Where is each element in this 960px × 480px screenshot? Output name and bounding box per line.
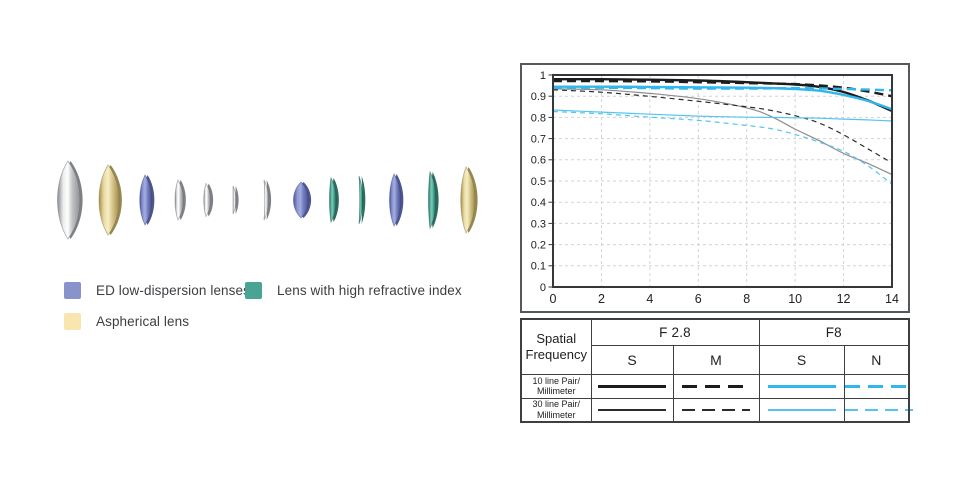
y-tick-label-0.7: 0.7 [531,133,546,145]
lens-element-13 [460,166,476,234]
sample-f8-10lp-n-dashed-cyan [844,384,913,388]
table-corner-label: Spatial Frequency [520,318,592,375]
y-tick-label-0.9: 0.9 [531,91,546,103]
corner-line2: Frequency [525,346,587,362]
x-tick-label-12: 12 [837,292,851,306]
legend-label: Lens with high refractive index [277,283,462,298]
row-label-line1: 10 line Pair/ [532,375,581,386]
sample-f28-10lp-m-dashed-black [682,384,750,388]
y-tick-label-0: 0 [540,282,546,294]
lens-element-4 [174,179,184,221]
y-tick-label-0.2: 0.2 [531,239,546,251]
sample-f28-30lp-s-solid-black [598,408,666,411]
high-refractive-color-swatch [245,282,262,299]
sample-f28-30lp-m-dashed-black [682,408,750,411]
table-row-10lp: 10 line Pair/ Millimeter [520,373,913,399]
subcol-f8-s: S [758,344,845,375]
lens-element-2 [98,164,120,236]
sample-f8-30lp-n-dashed-cyan [844,408,913,411]
mtf-curve-F2.8-30lp-S [552,88,893,176]
sample-f28-10lp-s-solid-black [598,384,666,388]
y-tick-label-1: 1 [540,70,546,82]
legend-label: ED low-dispersion lenses [96,283,250,298]
x-tick-label-14: 14 [885,292,899,306]
y-tick-label-0.1: 0.1 [531,261,546,273]
row-label-30lp: 30 line Pair/ Millimeter [520,397,592,423]
y-tick-label-0.4: 0.4 [531,197,546,209]
corner-line1: Spatial [536,331,577,347]
lens-element-9 [329,176,337,224]
lens-element-8 [293,181,309,219]
y-tick-label-0.3: 0.3 [531,218,546,230]
table-row-30lp: 30 line Pair/ Millimeter [520,397,913,423]
mtf-legend-table-panel: Spatial Frequency F 2.8 F8 S M S N 10 li… [520,318,913,425]
row-label-line2: Millimeter [536,386,576,396]
lens-element-1 [57,160,81,240]
mtf-curve-F8-30lp-S [552,109,893,122]
y-tick-label-0.6: 0.6 [531,155,546,167]
lens-element-10 [358,175,364,225]
mtf-legend-table: Spatial Frequency F 2.8 F8 S M S N 10 li… [520,318,913,423]
lens-element-12 [428,170,437,230]
mtf-curve-F8-30lp-N [552,110,893,185]
y-tick-label-0.8: 0.8 [531,112,546,124]
lens-construction-diagram [57,160,478,240]
lens-element-11 [389,173,402,227]
mtf-curve-F2.8-30lp-M [552,89,893,164]
row-label-line2: Millimeter [536,409,576,420]
row-label-line1: 30 line Pair/ [532,399,581,410]
legend-item-ed-lenses: ED low-dispersion lenses [64,282,250,299]
lens-element-3 [139,174,153,226]
sample-f8-30lp-s-solid-cyan [767,408,836,411]
lens-element-7 [263,179,269,221]
aperture-header-f8: F8 [758,318,910,346]
subcol-f28-m: M [672,344,760,375]
x-tick-label-10: 10 [788,292,802,306]
mtf-curve-F8-10lp-N [552,86,893,92]
row-label-10lp: 10 line Pair/ Millimeter [520,373,592,399]
y-tick-label-0.5: 0.5 [531,176,546,188]
x-tick-label-0: 0 [550,292,557,306]
sample-f8-10lp-s-solid-cyan [767,384,836,388]
lens-element-6 [232,185,237,215]
aperture-header-f28: F 2.8 [590,318,760,346]
lens-element-6-rim [235,186,239,214]
subcol-f28-s: S [590,344,674,375]
x-tick-label-2: 2 [598,292,605,306]
lens-element-10-rim [361,176,366,224]
legend-label: Aspherical lens [96,314,190,329]
legend-item-aspherical: Aspherical lens [64,313,189,330]
x-tick-label-8: 8 [743,292,750,306]
mtf-chart: 00.10.20.30.40.50.60.70.80.910 2 4 6 8 10 12 14 [531,70,899,306]
x-tick-label-4: 4 [646,292,653,306]
aspherical-color-swatch [64,313,81,330]
lens-element-5 [203,182,211,218]
subcol-f8-n: N [843,344,910,375]
ed-lens-color-swatch [64,282,81,299]
mtf-chart-panel: 0 0.1 0.2 0.3 0.4 0.5 0.6 0.7 0.8 0.9 1 0 2 4 6 8 10 12 14 [520,63,910,313]
legend-item-high-refractive: Lens with high refractive index [245,282,462,299]
x-tick-label-6: 6 [695,292,702,306]
